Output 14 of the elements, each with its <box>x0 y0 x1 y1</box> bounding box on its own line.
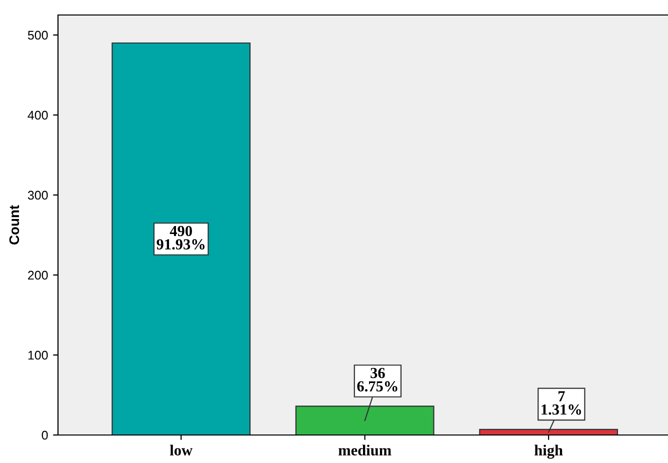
y-tick-label: 400 <box>28 110 48 120</box>
y-axis-title: Count <box>9 205 20 244</box>
bar <box>112 42 251 435</box>
y-tick-label: 0 <box>42 430 48 440</box>
x-tick-label: high <box>534 444 563 459</box>
y-tick-label: 200 <box>28 270 48 280</box>
x-tick-label: low <box>170 444 192 456</box>
y-tick-label: 100 <box>28 350 48 360</box>
x-tick-label: medium <box>338 444 392 456</box>
y-tick-label: 500 <box>28 30 48 40</box>
y-tick-label: 300 <box>28 190 48 200</box>
data-label: 490 91.93% <box>156 226 204 250</box>
data-label: 7 1.31% <box>542 391 582 415</box>
data-label: 36 6.75% <box>357 368 398 392</box>
